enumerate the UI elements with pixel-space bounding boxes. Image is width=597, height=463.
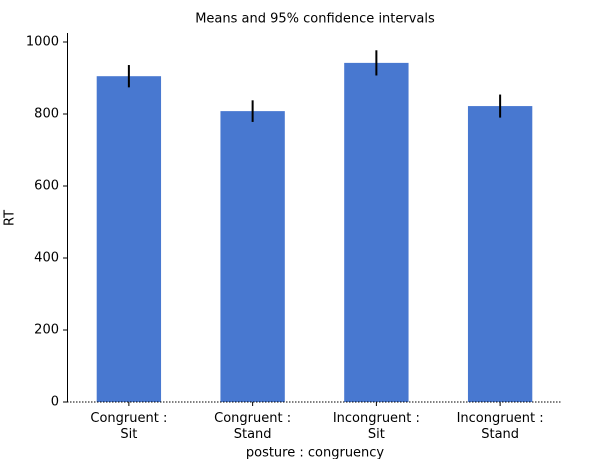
x-tick-label: Congruent : Stand — [214, 411, 291, 442]
x-tick-label-line: Incongruent : — [457, 411, 544, 426]
y-tick-label: 800 — [34, 107, 59, 122]
x-tick-label-line: Incongruent : — [333, 411, 420, 426]
y-tick-label: 600 — [34, 179, 59, 194]
x-tick-label: Congruent : Sit — [90, 411, 167, 442]
y-axis-label: RT — [3, 210, 18, 226]
x-tick-label-line: Congruent : — [214, 411, 291, 426]
x-tick-label-line: Stand — [481, 427, 519, 442]
x-axis-label: posture : congruency — [246, 446, 385, 460]
x-tick-label-line: Sit — [368, 427, 385, 442]
bar — [344, 62, 409, 402]
y-tick-label: 0 — [51, 395, 59, 410]
chart-title: Means and 95% confidence intervals — [195, 12, 435, 27]
x-tick-label-line: Congruent : — [90, 411, 167, 426]
bar — [96, 76, 162, 402]
y-tick-label: 400 — [34, 251, 59, 266]
x-tick-label: Incongruent : Stand — [457, 411, 544, 442]
bar — [220, 111, 285, 403]
y-tick-label: 200 — [34, 323, 59, 338]
x-tick-label-line: Stand — [234, 427, 272, 442]
bar — [467, 106, 533, 402]
y-tick-label: 1000 — [26, 35, 59, 50]
x-tick-label-line: Sit — [120, 427, 137, 442]
x-tick-label: Incongruent : Sit — [333, 411, 420, 442]
